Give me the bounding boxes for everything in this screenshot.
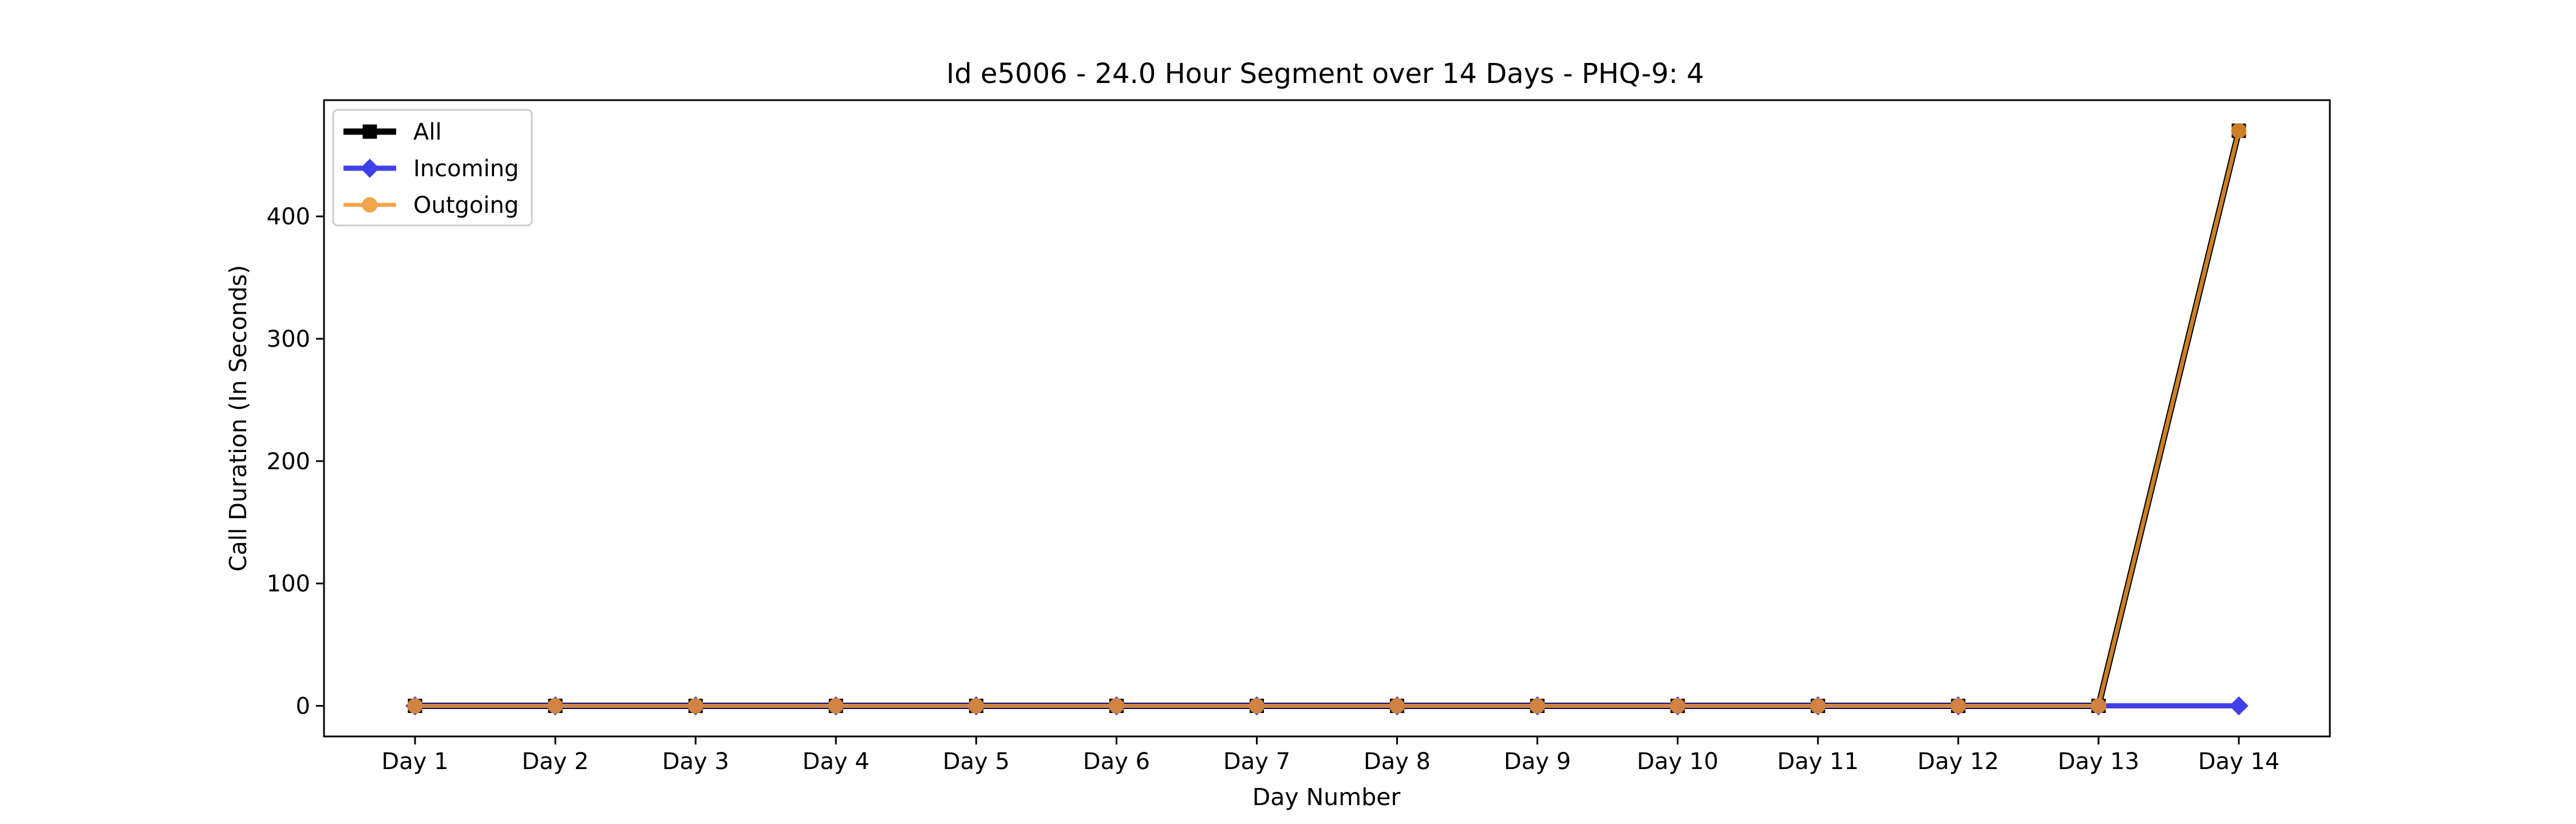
series-group [405,122,2249,716]
legend-item-outgoing [343,197,396,213]
data-point [1108,698,1124,714]
x-tick-label: Day 13 [2058,748,2140,775]
data-point [688,698,704,714]
data-point [968,698,984,714]
data-point [1670,698,1686,714]
x-tick-label: Day 1 [381,748,448,775]
y-tick-label: 400 [267,204,310,230]
data-point [2229,696,2249,716]
legend-marker [362,197,378,213]
series-line [415,130,2241,708]
data-point [1249,698,1265,714]
legend-label: All [413,119,442,145]
data-point [1530,698,1546,714]
data-point [1950,698,1966,714]
plot-frame [323,99,2331,738]
x-tick-label: Day 8 [1364,748,1431,775]
data-point [1389,698,1405,714]
x-tick-label: Day 12 [1918,748,2000,775]
series-outgoing [407,122,2247,714]
x-tick-label: Day 7 [1223,748,1290,775]
x-tick-label: Day 3 [662,748,729,775]
x-axis: Day 1 Day 2 Day 3 Day 4 Day 5 Day 6 Day 7 Day 8… [381,736,2279,775]
legend-marker [362,124,377,139]
x-tick-label: Day 10 [1637,748,1718,775]
legend-label: Outgoing [413,192,519,219]
x-tick-label: Day 5 [943,748,1010,775]
data-point [2091,698,2107,714]
legend: All Incoming Outgoing [332,109,533,227]
x-tick-label: Day 6 [1083,748,1150,775]
y-tick-label: 300 [267,326,310,352]
y-tick-label: 200 [267,449,310,475]
y-tick-label: 100 [267,571,310,597]
data-point [547,698,563,714]
data-point [407,698,423,714]
y-axis-label: Call Duration (In Seconds) [224,265,252,572]
x-tick-label: Day 9 [1504,748,1571,775]
data-point [828,698,844,714]
y-tick-label: 0 [296,694,310,720]
legend-item-incoming [343,159,396,178]
x-tick-label: Day 2 [521,748,588,775]
y-axis: 0 100 200 300 400 [267,204,324,720]
x-tick-label: Day 14 [2198,748,2280,775]
legend-marker [360,159,380,178]
legend-box [332,109,533,227]
x-tick-label: Day 11 [1777,748,1859,775]
x-tick-label: Day 4 [803,748,870,775]
data-point [2231,122,2247,138]
data-point [1810,698,1826,714]
chart-title: Id e5006 - 24.0 Hour Segment over 14 Day… [946,58,1704,90]
legend-item-all [343,124,396,139]
x-axis-label: Day Number [1253,783,1401,811]
legend-label: Incoming [413,156,519,182]
